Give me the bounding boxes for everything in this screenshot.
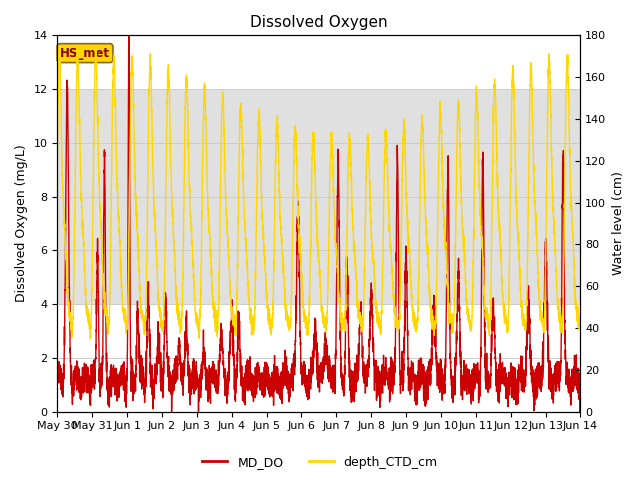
Bar [58,89,580,304]
Y-axis label: Water level (cm): Water level (cm) [612,171,625,276]
Legend: MD_DO, depth_CTD_cm: MD_DO, depth_CTD_cm [197,451,443,474]
Y-axis label: Dissolved Oxygen (mg/L): Dissolved Oxygen (mg/L) [15,144,28,302]
Title: Dissolved Oxygen: Dissolved Oxygen [250,15,388,30]
Text: HS_met: HS_met [60,47,110,60]
